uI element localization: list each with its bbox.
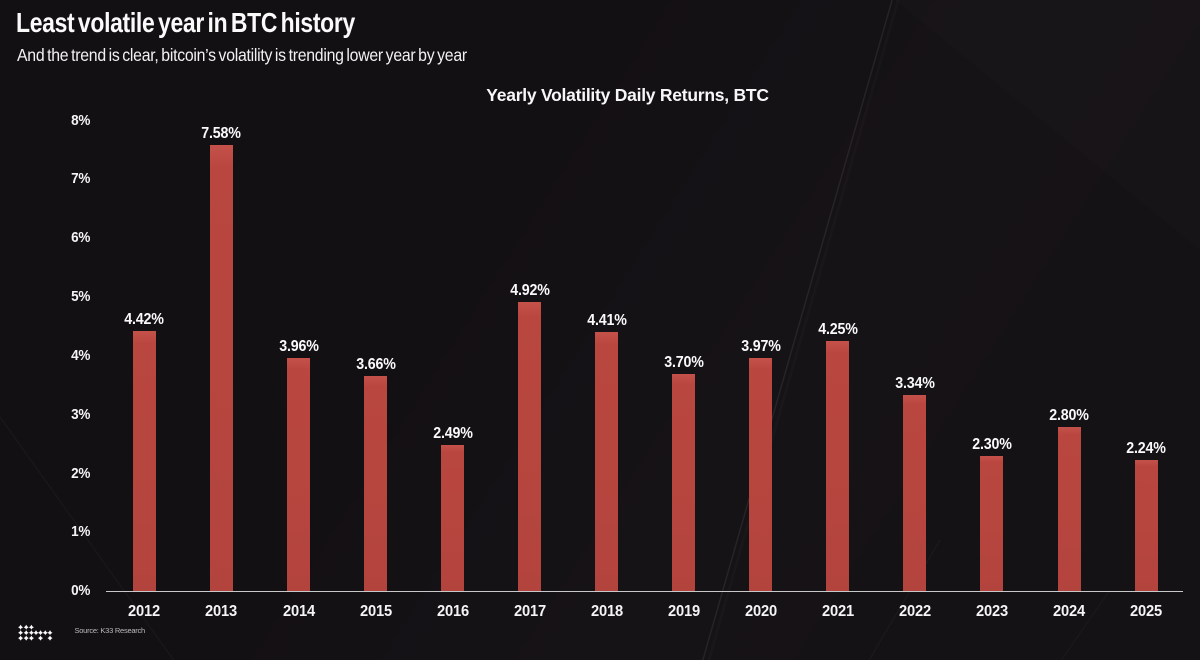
- bar-value-label: 3.66%: [355, 356, 396, 374]
- bar-value-label: 2.49%: [432, 424, 473, 442]
- chart-title: Yearly Volatility Daily Returns, BTC: [486, 84, 769, 105]
- bar-value-label: 4.41%: [586, 311, 627, 329]
- x-tick-label: 2015: [359, 603, 392, 620]
- source-note: Source: K33 Research: [74, 626, 146, 636]
- bar-value-label: 2.24%: [1126, 439, 1166, 457]
- bar-value-label: 4.92%: [509, 281, 550, 299]
- x-tick-label: 2012: [128, 603, 161, 620]
- x-tick-label: 2016: [436, 603, 469, 620]
- y-tick-label: 5%: [71, 288, 91, 306]
- bar-value-label: 3.96%: [278, 338, 319, 356]
- bar-2021: [826, 341, 850, 592]
- x-tick-label: 2021: [821, 603, 854, 620]
- y-tick-label: 6%: [71, 229, 91, 247]
- x-tick-label: 2020: [744, 603, 777, 620]
- x-tick-label: 2022: [898, 603, 931, 620]
- bar-2019: [672, 373, 696, 592]
- bar-value-label: 3.97%: [741, 337, 781, 355]
- y-tick-label: 2%: [71, 464, 91, 482]
- bar-2017: [518, 301, 542, 592]
- y-tick-label: 3%: [71, 405, 91, 423]
- y-tick-label: 4%: [71, 346, 91, 364]
- bar-2012: [132, 331, 156, 592]
- bar-2020: [749, 357, 773, 592]
- k33-logo-icon: [18, 624, 53, 641]
- x-tick-label: 2013: [205, 603, 238, 620]
- x-tick-label: 2025: [1130, 603, 1163, 620]
- y-tick-label: 8%: [71, 111, 91, 129]
- bar-2015: [364, 376, 388, 592]
- bar-value-label: 3.70%: [664, 353, 704, 371]
- y-tick-label: 7%: [71, 170, 91, 188]
- bar-2013: [209, 145, 233, 592]
- bar-value-label: 7.58%: [201, 125, 242, 143]
- bar-2025: [1134, 459, 1158, 592]
- y-tick-label: 1%: [71, 523, 91, 541]
- page-title: Least volatile year in BTC history: [16, 6, 355, 38]
- bar-value-label: 2.80%: [1049, 406, 1089, 424]
- x-tick-label: 2014: [282, 603, 315, 620]
- bar-value-label: 4.42%: [124, 311, 165, 329]
- y-tick-label: 0%: [71, 582, 91, 600]
- bar-2016: [441, 444, 465, 592]
- bar-value-label: 4.25%: [818, 321, 858, 339]
- bar-2022: [903, 394, 927, 592]
- page-subtitle: And the trend is clear, bitcoin’s volati…: [17, 44, 467, 65]
- bar-2014: [287, 358, 310, 592]
- x-axis-line: [106, 590, 1183, 593]
- x-tick-label: 2018: [590, 603, 623, 620]
- x-tick-label: 2019: [667, 603, 700, 620]
- bar-2018: [595, 331, 619, 592]
- bar-value-label: 2.30%: [972, 436, 1012, 454]
- bar-value-label: 3.34%: [895, 374, 935, 392]
- x-tick-label: 2024: [1052, 603, 1086, 620]
- bar-2023: [980, 456, 1004, 592]
- x-tick-label: 2023: [975, 603, 1008, 620]
- x-tick-label: 2017: [513, 603, 546, 620]
- bar-2024: [1057, 426, 1081, 592]
